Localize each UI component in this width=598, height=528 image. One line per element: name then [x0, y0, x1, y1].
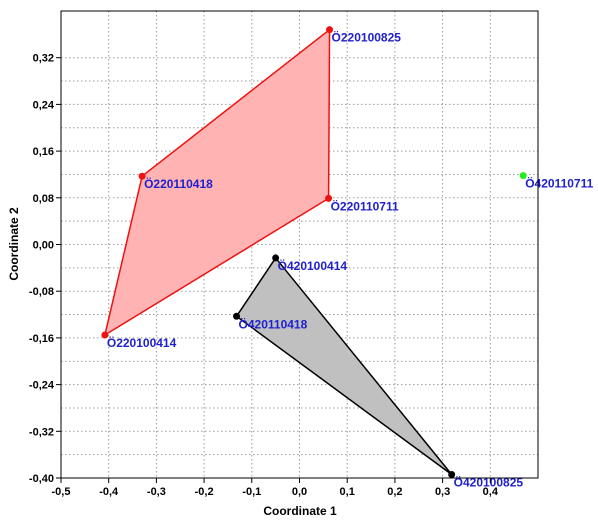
x-axis-ticks: -0,5 -0,4 -0,3 -0,2 -0,1 0,0 0,1 0,2 0,3 0,4: [52, 478, 499, 498]
x-axis-title: Coordinate 1: [263, 504, 337, 518]
x-tick-label: -0,2: [195, 486, 214, 498]
data-point: [101, 331, 109, 339]
y-axis-title: Coordinate 2: [7, 207, 21, 281]
data-point: [233, 312, 241, 320]
y-tick-label: 0,00: [33, 240, 54, 252]
y-tick-label: 0,08: [33, 193, 54, 205]
y-tick-label: -0,16: [29, 333, 54, 345]
hull-polygons: [103, 28, 453, 476]
y-tick-label: 0,32: [33, 53, 54, 65]
y-tick-label: -0,24: [29, 380, 55, 392]
x-tick-label: 0,3: [435, 486, 450, 498]
x-tick-label: 0,1: [340, 486, 355, 498]
data-point: [448, 470, 456, 478]
y-tick-label: 0,16: [33, 146, 54, 158]
x-tick-label: -0,5: [52, 486, 71, 498]
data-point: [325, 194, 333, 202]
x-tick-label: 0,0: [292, 486, 307, 498]
point-label: Ö220100825: [332, 30, 402, 45]
point-label: Ö420110418: [239, 316, 308, 331]
x-tick-label: -0,4: [99, 486, 119, 498]
data-point: [138, 172, 146, 180]
x-tick-label: -0,1: [242, 486, 261, 498]
data-point: [326, 26, 334, 34]
point-label: Ö420110711: [525, 176, 593, 191]
y-tick-label: -0,08: [29, 286, 54, 298]
y-tick-label: 0,24: [33, 99, 55, 111]
y-tick-label: -0,32: [29, 426, 54, 438]
hull-polygon: [235, 256, 453, 476]
data-point: [272, 254, 280, 262]
point-label: Ö420100414: [278, 258, 348, 273]
x-tick-label: 0,4: [483, 486, 499, 498]
point-label: Ö220110418: [144, 176, 213, 191]
data-points: [101, 26, 527, 478]
y-axis-ticks: 0,32 0,24 0,16 0,08 0,00 -0,08 -0,16 -0,24 -0,32…: [29, 53, 61, 485]
y-tick-label: -0,40: [29, 473, 54, 485]
data-point: [519, 172, 527, 180]
point-labels: Ö220100825 Ö220110418 Ö220110711 Ö220100414…: [107, 30, 594, 490]
x-tick-label: 0,2: [387, 486, 402, 498]
point-label: Ö220110711: [331, 198, 399, 213]
x-tick-label: -0,3: [147, 486, 166, 498]
point-label: Ö220100414: [107, 335, 177, 350]
